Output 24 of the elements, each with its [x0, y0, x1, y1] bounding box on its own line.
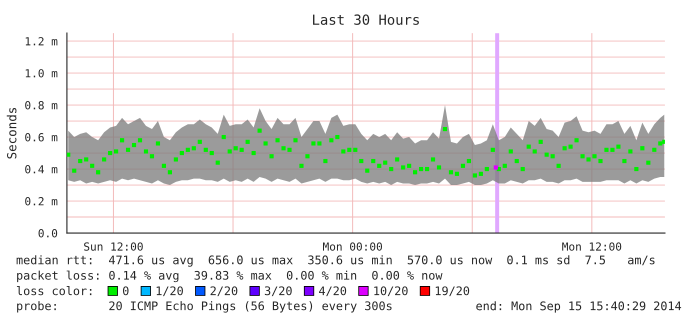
chart-title: Last 30 Hours: [313, 14, 419, 25]
legend-label: 3/20: [264, 286, 292, 296]
x-tick-label: Mon 00:00: [323, 242, 382, 251]
text: packet loss: 0.14 % avg 39.83 % max 0.00 % min 0.00 % now: [17, 270, 442, 282]
y-tick-label: 0.8 m: [25, 101, 58, 110]
y-tick-label: 1.0 m: [26, 69, 58, 78]
y-axis-title: Seconds: [6, 108, 16, 159]
legend-label: 19/20: [436, 286, 470, 296]
legend-title: loss color:: [16, 286, 92, 296]
legend-label: 10/20: [374, 286, 408, 296]
legend-label: 0: [122, 286, 129, 296]
x-tick-label: Sun 12:00: [84, 242, 143, 251]
y-tick-label: 0.4 m: [25, 165, 58, 174]
text: end: Mon Sep 15 15:40:29 2014: [476, 301, 682, 313]
x-tick-label: Mon 12:00: [562, 242, 622, 251]
y-tick-label: 1.2 m: [26, 37, 58, 46]
text: probe: 20 ICMP Echo Pings (56 Bytes) every 300s: [17, 301, 392, 313]
legend-label: 2/20: [210, 286, 238, 296]
y-tick-label: 0.2 m: [25, 197, 58, 206]
legend-label: 1/20: [156, 286, 183, 296]
text: median rtt: 471.6 us avg 656.0 us max 350.6 us min 570.0 us now 0.1 ms sd 7.5 am/s: [16, 255, 655, 267]
y-tick-label: 0.6 m: [25, 133, 58, 142]
y-tick-label: 0.0: [38, 229, 58, 238]
legend-label: 4/20: [319, 286, 346, 296]
